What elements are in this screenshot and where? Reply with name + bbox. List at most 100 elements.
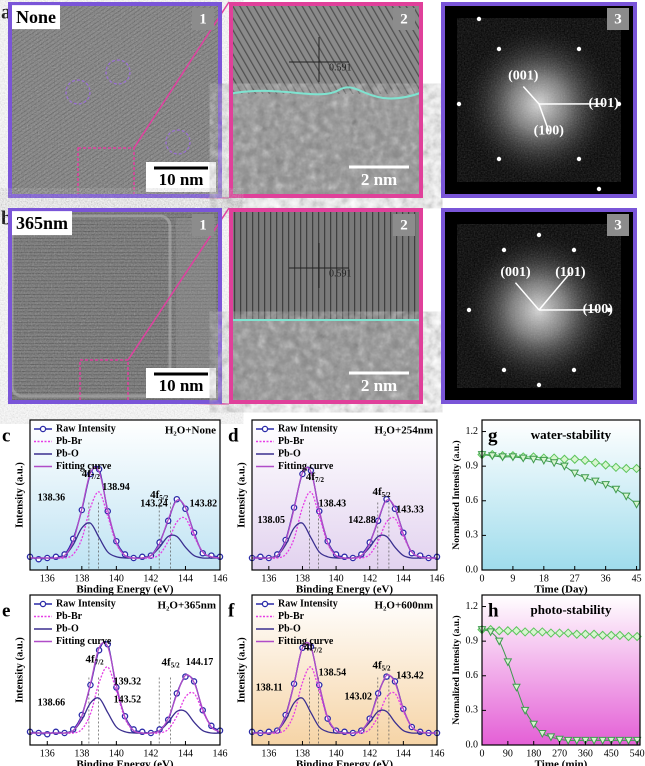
frame-number: 3 — [614, 11, 622, 27]
plot-frame — [481, 419, 641, 571]
data-point — [199, 549, 206, 557]
data-point — [549, 459, 559, 468]
series-line — [29, 641, 221, 734]
energy-label: 143.24 — [140, 498, 168, 509]
y-axis-label: Normalized Intensity (a.u.) — [451, 440, 462, 549]
fft-noise — [471, 32, 607, 168]
legend-label: Fitting curve — [278, 461, 334, 472]
d-spacing-label: 0.591 — [329, 62, 352, 73]
amorphous-noise — [229, 320, 423, 404]
legend-marker — [39, 600, 47, 608]
scale-label: 10 nm — [159, 376, 204, 395]
y-tick-label: 1.2 — [466, 601, 479, 612]
data-point — [611, 485, 621, 494]
plane-label: (001) — [508, 69, 539, 84]
data-point — [570, 469, 580, 478]
peak-label-sub: 7/2 — [313, 646, 322, 654]
plane-label: (100) — [583, 302, 614, 317]
legend-marker — [39, 425, 47, 433]
data-point — [597, 630, 608, 641]
data-point — [615, 630, 625, 641]
x-tick-label: 0 — [480, 748, 485, 759]
peak-label: 4f5/2 — [162, 656, 181, 669]
data-point — [555, 735, 564, 744]
y-tick-label: 0.0 — [466, 564, 479, 575]
data-point — [591, 477, 600, 486]
series-line — [481, 454, 637, 505]
defect-circle — [165, 129, 191, 155]
x-tick-label: 136 — [261, 748, 276, 759]
frame-number-box — [607, 8, 629, 30]
chart-title: water-stability — [531, 427, 612, 442]
fft-spot — [501, 247, 507, 253]
series-line — [252, 466, 438, 559]
y-tick-label: 0.6 — [466, 495, 479, 506]
peak-label-main: 4f — [304, 641, 314, 653]
crystal-edge — [176, 218, 216, 394]
defect-circle — [105, 59, 131, 85]
panel-letter: a — [1, 2, 11, 24]
plot-background — [482, 420, 640, 570]
data-point — [589, 736, 599, 745]
legend-label: Raw Intensity — [56, 598, 116, 609]
condition-box — [12, 211, 73, 236]
legend-label: Pb-Br — [278, 611, 305, 622]
legend-label: Pb-O — [278, 623, 301, 634]
x-tick-label: 138 — [74, 573, 89, 584]
energy-label: 143.33 — [396, 504, 424, 515]
chart-title: H₂O+None — [165, 425, 216, 437]
x-tick-label: 270 — [552, 748, 567, 759]
x-tick-label: 146 — [430, 573, 445, 584]
panel-letter: h — [488, 600, 499, 621]
data-point — [600, 460, 611, 470]
energy-label: 138.66 — [38, 697, 66, 708]
plot-frame — [481, 594, 641, 746]
peak-label-main: 4f — [372, 486, 382, 498]
plot-frame — [251, 419, 438, 571]
x-tick-label: 138 — [295, 573, 310, 584]
legend-label: Pb-O — [278, 448, 301, 459]
fft-spot — [616, 101, 622, 107]
x-tick-label: 138 — [74, 748, 89, 759]
data-point — [580, 455, 590, 466]
data-point — [408, 549, 416, 557]
legend-label: Pb-Br — [278, 436, 305, 447]
legend-label: Raw Intensity — [56, 423, 116, 434]
chart-title: H₂O+254nm — [375, 425, 433, 437]
fft-noise — [471, 238, 607, 374]
x-tick-label: 9 — [510, 573, 515, 584]
fft-spot — [536, 232, 542, 238]
data-point — [589, 629, 599, 639]
y-tick-label: 0.9 — [466, 460, 479, 471]
peak-label: 4f5/2 — [372, 486, 391, 499]
energy-label: 138.36 — [38, 492, 66, 503]
data-point — [598, 736, 607, 745]
x-tick-label: 144 — [178, 748, 193, 759]
legend-label: Fitting curve — [56, 461, 112, 472]
data-point — [621, 463, 631, 474]
panel-letter: f — [228, 600, 235, 621]
energy-label: 142.88 — [348, 515, 376, 526]
x-axis-label: Binding Energy (eV) — [76, 584, 174, 596]
series-line — [29, 640, 221, 735]
x-tick-label: 360 — [578, 748, 593, 759]
data-point — [498, 453, 507, 462]
plane-vector — [514, 282, 540, 311]
x-axis-label: Binding Energy (eV) — [296, 584, 394, 596]
plot-frame — [29, 594, 221, 746]
panel-border — [8, 2, 222, 198]
data-point — [494, 626, 504, 636]
y-axis-label: Intensity (a.u.) — [236, 462, 247, 528]
peak-label: 4f7/2 — [304, 641, 323, 654]
plot-background — [482, 595, 640, 745]
peak-label-main: 4f — [372, 659, 382, 671]
plane-label: (100) — [534, 124, 565, 139]
data-point — [529, 720, 539, 729]
y-axis-label: Intensity (a.u.) — [14, 637, 25, 703]
defect-circle — [65, 79, 91, 105]
legend-label: Pb-O — [56, 623, 79, 634]
x-tick-label: 138 — [295, 748, 310, 759]
condition-label: 365nm — [16, 213, 68, 233]
fft-spot — [596, 186, 602, 192]
